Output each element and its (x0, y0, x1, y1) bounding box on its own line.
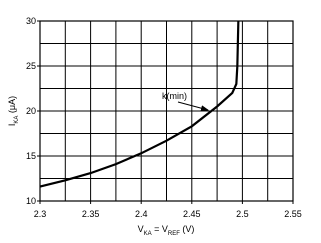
x-axis-label-part: = V (152, 224, 168, 234)
y-tick-label: 30 (26, 16, 36, 26)
y-tick-label: 20 (26, 106, 36, 116)
y-axis-label-part: KA (14, 116, 20, 124)
y-axis-label-part: (μA) (7, 96, 17, 116)
x-axis-label: VKA = VREF (V) (138, 224, 195, 237)
x-tick-label: 2.35 (82, 209, 100, 219)
x-tick-label: 2.55 (284, 209, 302, 219)
annotation: k(min) (162, 91, 187, 101)
data-line (39, 20, 240, 188)
y-tick-label: 10 (26, 196, 36, 206)
y-axis-label: IKA (μA) (7, 96, 20, 126)
x-tick-label: 2.5 (236, 209, 249, 219)
x-tick-label: 2.4 (135, 209, 148, 219)
x-axis-label-part: V (138, 224, 144, 234)
y-axis-label-part: I (7, 124, 17, 127)
x-axis-label-part: KA (144, 231, 152, 237)
annotation-arrow (177, 101, 209, 112)
y-tick-label: 25 (26, 61, 36, 71)
x-axis-label-part: REF (168, 231, 180, 237)
x-tick-label: 2.3 (34, 209, 47, 219)
y-tick-label: 15 (26, 151, 36, 161)
x-tick-label: 2.45 (183, 209, 201, 219)
x-axis-label-part: (V) (180, 224, 195, 234)
